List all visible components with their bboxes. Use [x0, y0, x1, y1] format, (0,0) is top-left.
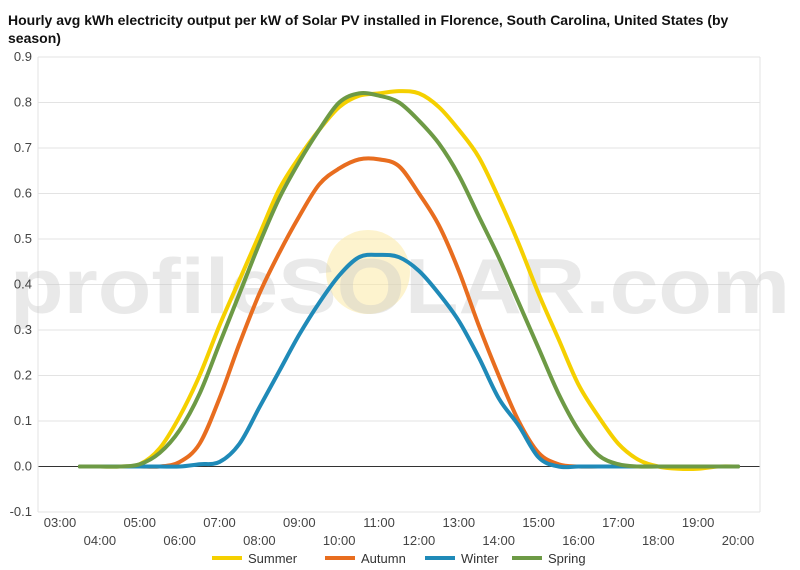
watermark-text: profileSOLAR.com — [10, 242, 790, 330]
x-tick-label: 05:00 — [123, 515, 156, 530]
y-tick-label: -0.1 — [10, 504, 32, 519]
series-line-spring — [77, 91, 740, 469]
chart-title: Hourly avg kWh electricity output per kW… — [8, 12, 729, 46]
y-tick-label: 0.7 — [14, 140, 32, 155]
y-tick-label: 0.4 — [14, 277, 32, 292]
y-tick-label: 0.1 — [14, 413, 32, 428]
x-tick-label: 16:00 — [562, 533, 595, 548]
y-tick-label: 0.8 — [14, 95, 32, 110]
y-tick-label: 0.9 — [14, 49, 32, 64]
legend-label-autumn: Autumn — [361, 551, 406, 566]
series-line-summer — [77, 89, 740, 472]
x-tick-label: 03:00 — [44, 515, 77, 530]
legend-label-spring: Spring — [548, 551, 586, 566]
x-tick-label: 06:00 — [163, 533, 196, 548]
x-tick-label: 10:00 — [323, 533, 356, 548]
legend: Summer Autumn Winter Spring — [212, 551, 586, 566]
x-tick-label: 07:00 — [203, 515, 236, 530]
x-tick-label: 13:00 — [443, 515, 476, 530]
x-tick-label: 19:00 — [682, 515, 715, 530]
y-tick-label: 0.5 — [14, 231, 32, 246]
x-tick-label: 18:00 — [642, 533, 675, 548]
legend-label-summer: Summer — [248, 551, 298, 566]
x-tick-label: 17:00 — [602, 515, 635, 530]
x-tick-label: 15:00 — [522, 515, 555, 530]
x-tick-label: 09:00 — [283, 515, 316, 530]
y-tick-label: 0.0 — [14, 459, 32, 474]
x-tick-label: 12:00 — [403, 533, 436, 548]
y-tick-label: 0.6 — [14, 186, 32, 201]
x-tick-label: 08:00 — [243, 533, 276, 548]
legend-label-winter: Winter — [461, 551, 499, 566]
x-tick-label: 20:00 — [722, 533, 755, 548]
series-group — [77, 89, 740, 472]
watermark-sun-icon — [326, 230, 410, 314]
x-tick-label: 04:00 — [84, 533, 117, 548]
y-tick-label: 0.2 — [14, 368, 32, 383]
watermark: profileSOLAR.com — [10, 230, 790, 330]
x-tick-label: 14:00 — [482, 533, 515, 548]
y-tick-label: 0.3 — [14, 322, 32, 337]
axis: -0.1 0.0 0.1 0.2 0.3 0.4 0.5 0.6 0.7 0.8 0.9 03:00 0… — [10, 49, 755, 548]
x-tick-label: 11:00 — [363, 515, 395, 530]
